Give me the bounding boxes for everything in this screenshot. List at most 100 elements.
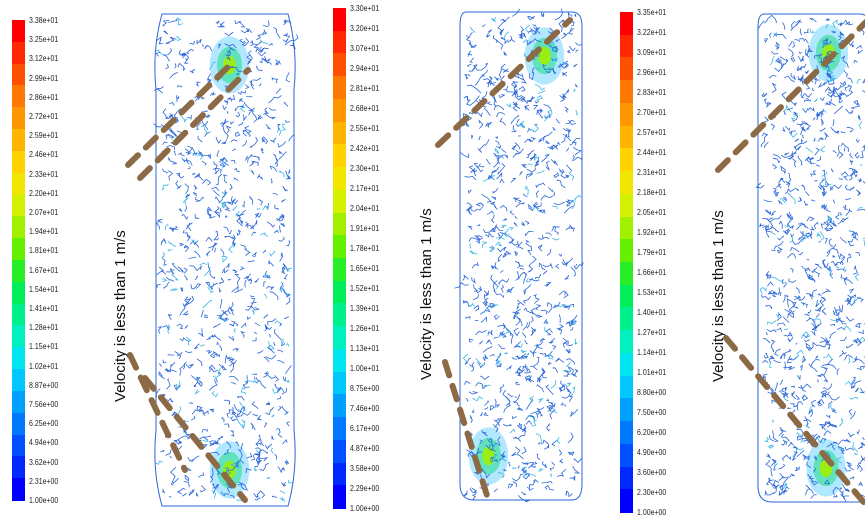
contour-line <box>258 449 268 455</box>
contour-line <box>538 468 544 473</box>
contour-line <box>857 445 863 450</box>
contour-line <box>169 398 174 403</box>
contour-line <box>767 14 778 23</box>
contour-line <box>574 194 582 201</box>
contour-line <box>549 409 554 420</box>
contour-line <box>512 101 517 105</box>
contour-line <box>231 382 237 385</box>
contour-line <box>821 307 827 316</box>
contour-line <box>245 468 252 474</box>
contour-line <box>483 78 493 83</box>
contour-line <box>544 281 552 287</box>
contour-line <box>832 310 839 317</box>
contour-line <box>490 201 496 205</box>
contour-line <box>807 474 817 483</box>
contour-line <box>497 278 510 285</box>
legend-swatch <box>333 371 346 395</box>
contour-line <box>263 112 268 115</box>
contour-line <box>488 246 495 253</box>
contour-line <box>250 40 254 44</box>
contour-line <box>849 396 859 400</box>
contour-line <box>841 494 847 502</box>
contour-line <box>221 191 227 197</box>
contour-line <box>485 232 494 238</box>
contour-line <box>843 325 851 332</box>
contour-line <box>224 215 228 218</box>
contour-line <box>170 361 176 367</box>
contour-line <box>184 183 189 195</box>
contour-line <box>183 481 190 488</box>
contour-line <box>231 285 239 293</box>
contour-line <box>828 400 833 409</box>
contour-line <box>253 492 259 499</box>
contour-line <box>833 199 835 204</box>
legend-tick-label: 2.42e+01 <box>350 143 380 153</box>
contour-line <box>831 30 836 34</box>
contour-line <box>860 164 863 167</box>
contour-line <box>218 277 225 285</box>
contour-line <box>806 159 816 164</box>
contour-line <box>815 164 821 167</box>
contour-line <box>492 280 498 292</box>
contour-line <box>468 338 474 343</box>
contour-line <box>575 263 577 267</box>
contour-line <box>240 244 247 250</box>
contour-line <box>513 197 522 204</box>
contour-line <box>262 29 268 35</box>
contour-line <box>183 267 188 274</box>
contour-line <box>773 190 777 197</box>
contour-line <box>462 274 469 281</box>
contour-line <box>772 430 779 442</box>
legend-swatch <box>12 238 25 261</box>
contour-line <box>248 109 254 116</box>
contour-line <box>570 327 574 331</box>
contour-line <box>269 333 271 338</box>
contour-line <box>809 28 815 34</box>
contour-line <box>277 124 281 130</box>
contour-line <box>519 123 524 129</box>
contour-line <box>178 406 182 415</box>
contour-line <box>289 42 296 50</box>
contour-line <box>521 223 524 226</box>
legend-tick-label: 2.94e+01 <box>350 63 380 73</box>
contour-line <box>830 79 835 85</box>
legend-swatch <box>12 150 25 174</box>
contour-line <box>219 21 225 28</box>
contour-line <box>850 384 856 389</box>
contour-line <box>783 110 787 115</box>
legend-swatch <box>12 478 25 501</box>
contour-line <box>503 85 509 91</box>
contour-line <box>181 492 187 497</box>
contour-line <box>552 67 556 75</box>
contour-line <box>221 255 228 263</box>
contour-line <box>832 244 839 255</box>
contour-line <box>539 352 549 358</box>
contour-line <box>487 76 493 84</box>
contour-line <box>286 379 290 383</box>
contour-line <box>460 152 469 159</box>
contour-line <box>471 277 476 284</box>
contour-line <box>511 451 517 457</box>
contour-line <box>770 123 775 130</box>
contour-line <box>474 74 484 86</box>
contour-line <box>555 357 565 363</box>
legend-tick-label: 2.55e+01 <box>350 123 380 133</box>
contour-line <box>792 41 795 48</box>
contour-line <box>282 376 286 382</box>
contour-line <box>263 357 270 363</box>
contour-line <box>239 104 245 113</box>
contour-line <box>211 242 218 251</box>
contour-line <box>252 413 259 417</box>
contour-line <box>238 448 245 464</box>
contour-line <box>255 65 263 72</box>
contour-line <box>494 76 500 82</box>
contour-line <box>158 39 163 45</box>
contour-line <box>844 276 848 286</box>
contour-line <box>189 295 195 304</box>
contour-line <box>825 18 830 21</box>
contour-line <box>838 98 844 104</box>
contour-line <box>563 382 572 388</box>
contour-line <box>454 281 469 289</box>
contour-line <box>784 229 791 235</box>
legend-tick-label: 3.58e+00 <box>350 463 380 473</box>
